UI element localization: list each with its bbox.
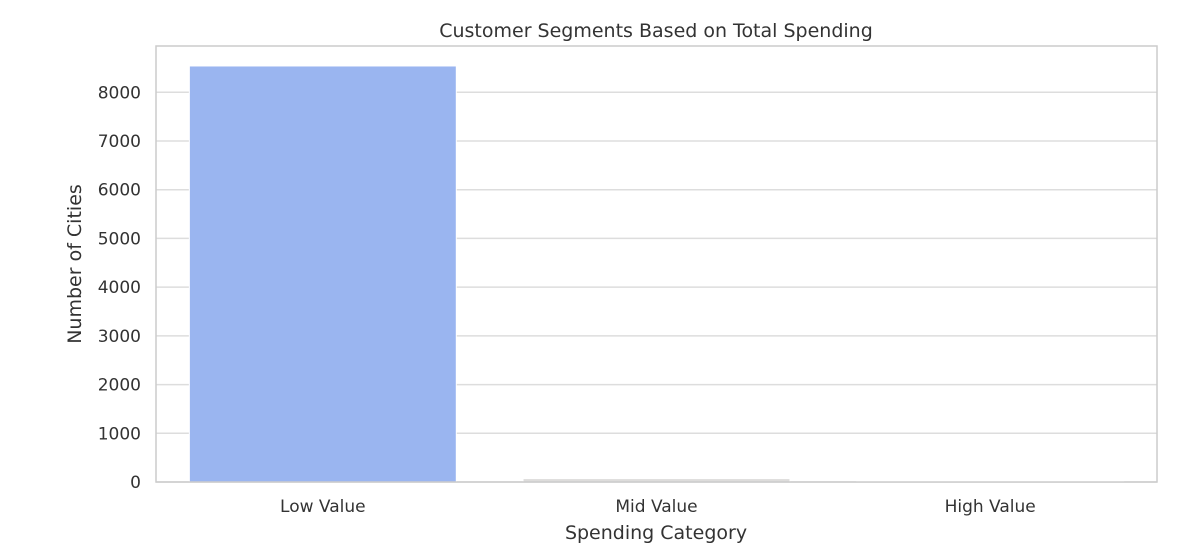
x-axis-title: Spending Category [565,522,747,544]
x-axis-ticks: Low Value Mid Value High Value [280,497,1036,517]
x-tick-label: Mid Value [615,497,697,517]
y-tick-label: 0 [130,473,141,493]
y-tick-label: 2000 [98,376,141,396]
y-tick-label: 3000 [98,327,141,347]
y-tick-label: 1000 [98,424,141,444]
y-tick-label: 8000 [98,83,141,103]
y-tick-label: 5000 [98,229,141,249]
plot-frame [155,45,1158,483]
x-tick-label: Low Value [280,497,366,517]
bar-low-value [188,65,457,483]
y-tick-label: 4000 [98,278,141,298]
y-tick-label: 6000 [98,181,141,201]
x-tick-label: High Value [945,497,1036,517]
y-axis-ticks: 0 1000 2000 3000 4000 5000 6000 7000 8000 [98,83,141,493]
bars [188,65,1125,483]
y-tick-label: 7000 [98,132,141,152]
y-axis-title: Number of Cities [64,184,86,344]
chart-title: Customer Segments Based on Total Spendin… [439,20,873,42]
